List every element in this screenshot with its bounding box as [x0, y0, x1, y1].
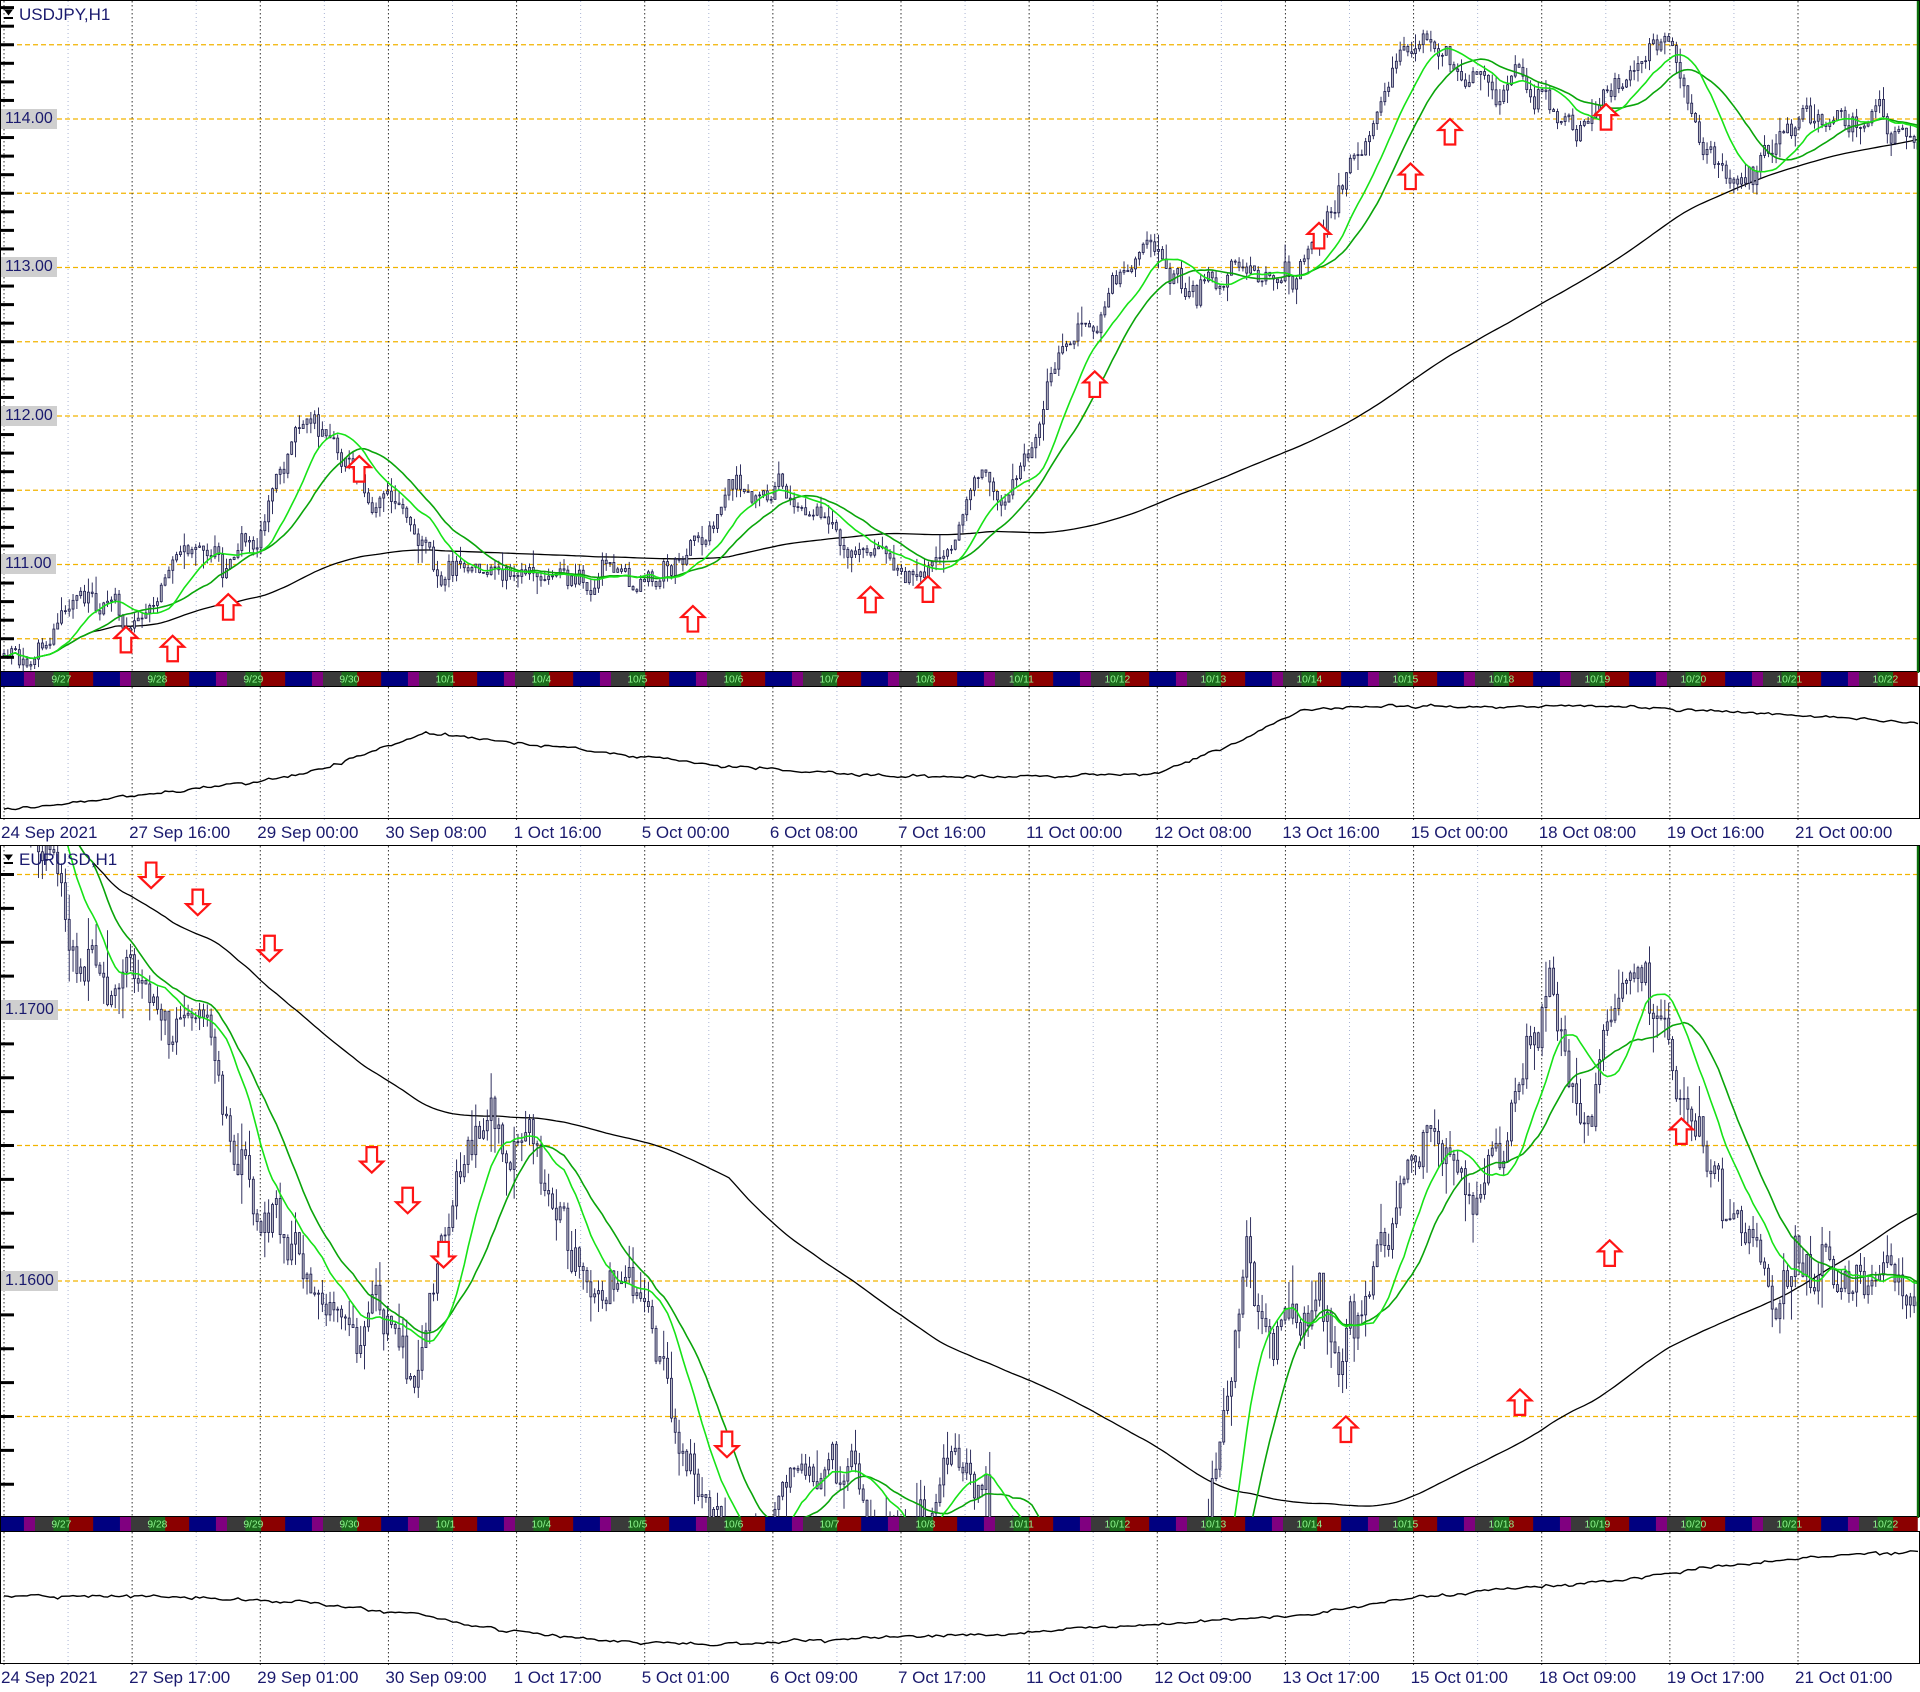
svg-text:10/5: 10/5 [627, 1520, 647, 1531]
svg-text:10/15: 10/15 [1392, 675, 1418, 686]
svg-text:10/20: 10/20 [1680, 1520, 1706, 1531]
svg-text:10/21: 10/21 [1776, 1520, 1802, 1531]
svg-text:10/13: 10/13 [1200, 675, 1226, 686]
svg-text:10/12: 10/12 [1104, 1520, 1130, 1531]
svg-text:10/13: 10/13 [1200, 1520, 1226, 1531]
svg-text:10/19: 10/19 [1584, 675, 1610, 686]
svg-text:9/28: 9/28 [147, 675, 167, 686]
svg-text:10/14: 10/14 [1296, 1520, 1322, 1531]
svg-text:9/29: 9/29 [243, 675, 263, 686]
svg-text:10/1: 10/1 [435, 1520, 455, 1531]
svg-text:10/11: 10/11 [1009, 1520, 1034, 1531]
svg-text:9/30: 9/30 [339, 1520, 359, 1531]
svg-text:10/18: 10/18 [1488, 675, 1514, 686]
svg-text:10/4: 10/4 [531, 675, 551, 686]
svg-text:10/19: 10/19 [1584, 1520, 1610, 1531]
svg-text:10/1: 10/1 [435, 675, 455, 686]
svg-text:10/21: 10/21 [1776, 675, 1802, 686]
svg-text:10/6: 10/6 [723, 675, 743, 686]
svg-text:9/28: 9/28 [147, 1520, 167, 1531]
svg-text:10/8: 10/8 [915, 1520, 935, 1531]
svg-text:10/6: 10/6 [723, 1520, 743, 1531]
svg-text:9/30: 9/30 [339, 675, 359, 686]
svg-text:10/22: 10/22 [1872, 675, 1898, 686]
svg-text:10/11: 10/11 [1009, 675, 1034, 686]
svg-text:10/7: 10/7 [819, 1520, 839, 1531]
svg-text:10/22: 10/22 [1872, 1520, 1898, 1531]
svg-text:10/14: 10/14 [1296, 675, 1322, 686]
svg-text:9/29: 9/29 [243, 1520, 263, 1531]
svg-text:10/15: 10/15 [1392, 1520, 1418, 1531]
svg-text:9/27: 9/27 [51, 1520, 71, 1531]
svg-text:10/4: 10/4 [531, 1520, 551, 1531]
svg-text:10/7: 10/7 [819, 675, 839, 686]
svg-text:9/27: 9/27 [51, 675, 71, 686]
svg-text:10/8: 10/8 [915, 675, 935, 686]
svg-text:10/18: 10/18 [1488, 1520, 1514, 1531]
svg-text:10/20: 10/20 [1680, 675, 1706, 686]
svg-text:10/12: 10/12 [1104, 675, 1130, 686]
svg-text:10/5: 10/5 [627, 675, 647, 686]
